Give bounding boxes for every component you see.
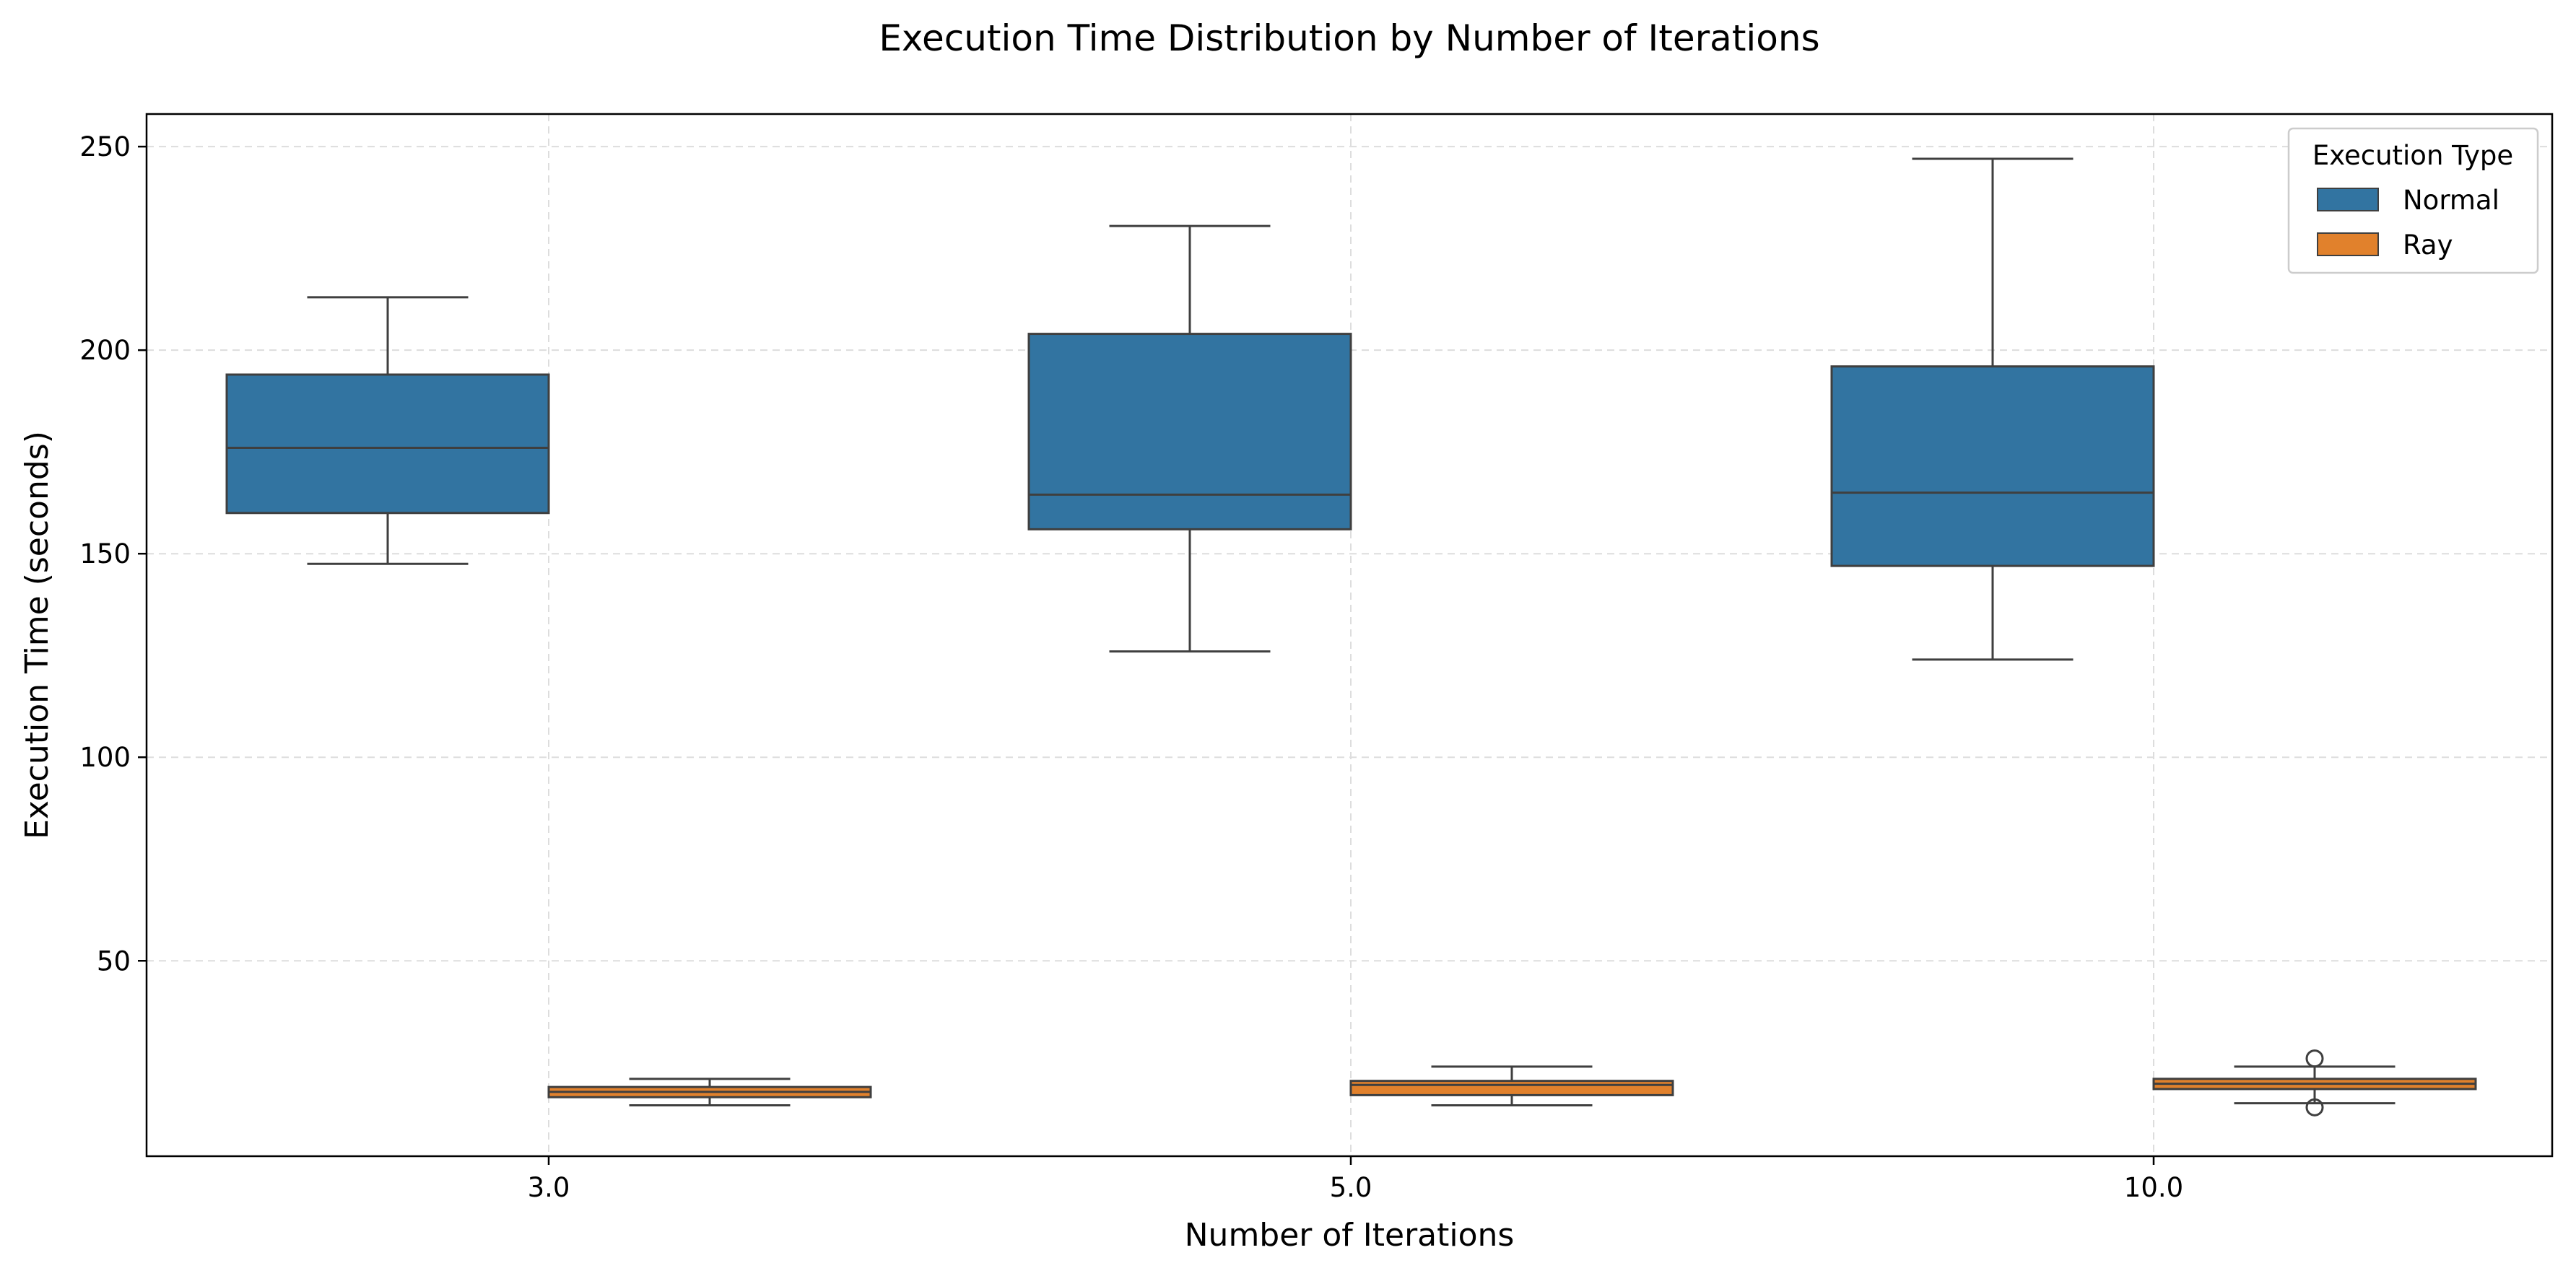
box-normal-3.0 — [225, 296, 550, 565]
legend-label-ray: Ray — [2403, 230, 2453, 261]
iqr-box — [225, 373, 550, 515]
y-tick-label: 50 — [97, 945, 131, 976]
x-axis: 3.0 5.0 10.0 — [528, 1156, 2183, 1203]
legend-swatch-normal — [2317, 188, 2379, 211]
y-axis: 50 100 150 200 250 — [79, 131, 147, 976]
box-ray-10.0 — [2152, 1049, 2477, 1116]
x-tick-label: 3.0 — [528, 1172, 570, 1203]
outlier-point — [2305, 1049, 2324, 1068]
y-tick-label: 150 — [79, 538, 131, 569]
legend-swatch-ray — [2317, 232, 2379, 256]
iqr-box — [1027, 333, 1352, 530]
chart-title: Execution Time Distribution by Number of… — [879, 17, 1819, 59]
y-tick-label: 250 — [79, 131, 131, 162]
box-ray-3.0 — [547, 1078, 872, 1106]
y-tick-label: 200 — [79, 335, 131, 366]
y-axis-label: Execution Time (seconds) — [19, 431, 56, 839]
iqr-box — [1349, 1080, 1674, 1096]
legend-title: Execution Type — [2312, 140, 2513, 171]
outlier-point — [2305, 1098, 2324, 1116]
box-normal-5.0 — [1027, 224, 1352, 653]
box-normal-10.0 — [1830, 157, 2155, 661]
x-axis-label: Number of Iterations — [1185, 1217, 1515, 1254]
box-ray-5.0 — [1349, 1065, 1674, 1106]
y-tick-label: 100 — [79, 742, 131, 773]
x-tick-label: 5.0 — [1330, 1172, 1372, 1203]
iqr-box — [1830, 365, 2155, 567]
box-series — [225, 157, 2477, 1116]
legend: Execution Type Normal Ray — [2287, 127, 2539, 274]
x-tick-label: 10.0 — [2124, 1172, 2183, 1203]
legend-label-normal: Normal — [2403, 185, 2499, 216]
plot-area-frame — [145, 113, 2554, 1158]
